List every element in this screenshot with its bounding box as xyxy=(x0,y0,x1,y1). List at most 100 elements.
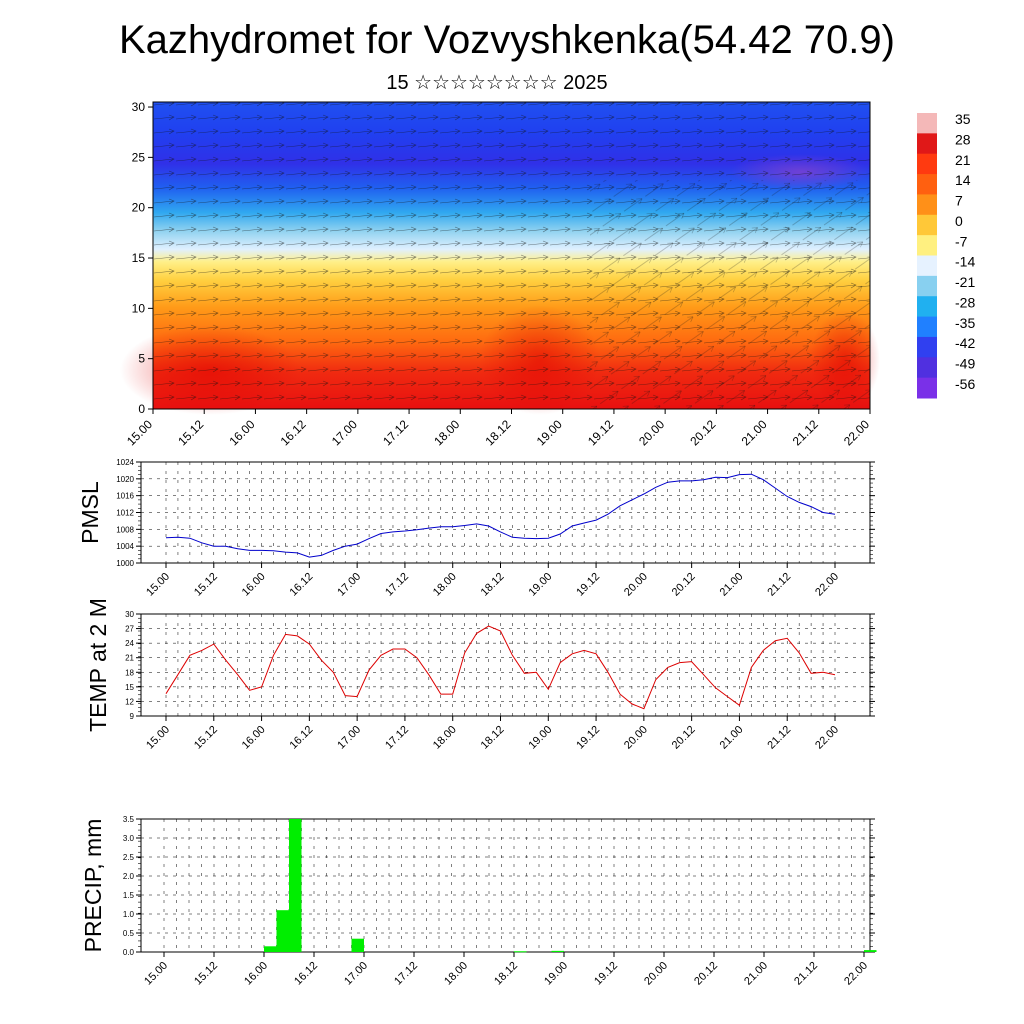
pmsl-chart-ytick-label: 1016 xyxy=(116,492,134,501)
precip-chart-xtick-label: 17.00 xyxy=(342,960,370,988)
field-xtick-label: 15.00 xyxy=(124,417,155,448)
page-title: Kazhydromet for Vozvyshkenka(54.42 70.9) xyxy=(119,18,895,62)
precip-chart-xtick-label: 18.12 xyxy=(492,960,520,988)
precip-chart-ytick-label: 1.5 xyxy=(123,891,135,900)
temp-chart-ytick-label: 21 xyxy=(125,654,134,663)
precip-chart-ytick-label: 0.0 xyxy=(123,948,135,957)
colorbar-label: -42 xyxy=(955,335,975,351)
colorbar-swatch xyxy=(917,194,937,216)
pmsl-chart-ylabel: PMSL xyxy=(77,481,103,544)
precip-chart-ytick-label: 3.5 xyxy=(123,815,135,824)
precip-chart-ytick-label: 2.5 xyxy=(123,853,135,862)
colorbar-swatch xyxy=(917,296,937,318)
pmsl-chart-xtick-label: 15.12 xyxy=(192,571,220,599)
precip-chart-bar xyxy=(289,819,302,952)
precip-chart-xtick-label: 15.00 xyxy=(142,960,170,988)
temp-chart-xtick-label: 18.12 xyxy=(479,724,507,752)
colorbar-swatch xyxy=(917,235,937,256)
precip-chart-xtick-label: 16.00 xyxy=(242,960,270,988)
colorbar: 35 28 21 14 7 0 -7 -14 -21 -28 -35 -42 -49 -56 xyxy=(917,111,975,399)
colorbar-label: 28 xyxy=(955,131,971,147)
temp-chart-xtick-label: 21.00 xyxy=(718,724,746,752)
pmsl-chart-ytick-label: 1024 xyxy=(116,458,134,467)
field-xtick-label: 19.00 xyxy=(534,417,565,448)
temp-chart-ytick-label: 24 xyxy=(125,639,134,648)
field-xtick-label: 15.12 xyxy=(175,417,206,448)
temp-chart-xtick-label: 15.12 xyxy=(192,724,220,752)
pmsl-chart-ytick-label: 1000 xyxy=(116,559,134,568)
pmsl-chart-xtick-label: 17.12 xyxy=(383,571,411,599)
pmsl-chart-xtick-label: 22.00 xyxy=(813,571,841,599)
precip-chart-xtick-label: 21.00 xyxy=(742,960,770,988)
temp-chart-series-line xyxy=(165,625,836,710)
precip-chart-ytick-label: 3.0 xyxy=(123,834,135,843)
colorbar-label: -35 xyxy=(955,315,975,331)
precip-chart-xtick-label: 21.12 xyxy=(792,960,820,988)
colorbar-swatch xyxy=(917,255,937,277)
colorbar-swatch xyxy=(917,214,937,236)
pmsl-chart-xtick-label: 19.12 xyxy=(574,571,602,599)
precip-chart-xtick-label: 17.12 xyxy=(392,960,420,988)
field-xtick-label: 16.12 xyxy=(278,417,309,448)
precip-chart: 0.0 0.5 1.0 1.5 2.0 2.5 3.0 3.5 15.00 15.12 16.00 1… xyxy=(80,815,877,988)
temp-chart-ytick-label: 9 xyxy=(130,712,135,721)
precip-chart-ytick-label: 0.5 xyxy=(123,929,135,938)
pmsl-chart-xtick-label: 16.12 xyxy=(288,571,316,599)
colorbar-label: 0 xyxy=(955,213,963,229)
field-xtick-label: 21.12 xyxy=(790,417,821,448)
precip-chart-frame xyxy=(140,818,871,953)
precip-chart-xtick-label: 15.12 xyxy=(192,960,220,988)
wind-vectors-2 xyxy=(590,180,870,409)
pmsl-chart-ytick-label: 1004 xyxy=(116,542,134,551)
field-ytick-label: 0 xyxy=(138,402,145,416)
precip-chart-ylabel: PRECIP, mm xyxy=(80,819,106,953)
pmsl-chart-xtick-label: 18.12 xyxy=(479,571,507,599)
temp-chart-ytick-label: 30 xyxy=(125,610,134,619)
field-xtick-label: 20.00 xyxy=(636,417,667,448)
temp-chart-frame xyxy=(140,613,871,717)
colorbar-swatch xyxy=(917,377,937,399)
precip-chart-xtick-label: 20.00 xyxy=(642,960,670,988)
pmsl-chart-xtick-label: 17.00 xyxy=(335,571,363,599)
precip-chart-bar xyxy=(351,938,364,952)
pmsl-chart-xtick-label: 15.00 xyxy=(144,571,172,599)
field-ytick-label: 20 xyxy=(132,201,146,215)
temp-chart-xtick-label: 21.12 xyxy=(765,724,793,752)
field-ytick-label: 25 xyxy=(132,150,146,164)
field-ytick-label: 15 xyxy=(132,251,146,265)
colorbar-label: -28 xyxy=(955,294,975,310)
colorbar-label: 7 xyxy=(955,193,963,209)
pmsl-chart-xtick-label: 20.00 xyxy=(622,571,650,599)
precip-chart-bar xyxy=(264,946,277,952)
pmsl-chart-xtick-label: 19.00 xyxy=(526,571,554,599)
pmsl-chart-xtick-label: 21.12 xyxy=(765,571,793,599)
colorbar-label: -14 xyxy=(955,254,975,270)
pmsl-chart-xtick-label: 20.12 xyxy=(670,571,698,599)
field-xtick-label: 22.00 xyxy=(841,417,872,448)
temp-chart-xtick-label: 17.00 xyxy=(335,724,363,752)
pmsl-chart: 1000 1004 1008 1012 1016 1020 1024 15.00 15.12 16… xyxy=(77,458,875,599)
field-xtick-label: 17.00 xyxy=(329,417,360,448)
temp-chart-ytick-label: 18 xyxy=(125,668,134,677)
field-xtick-label: 18.00 xyxy=(431,417,462,448)
field-xtick-label: 19.12 xyxy=(585,417,616,448)
pmsl-chart-xtick-label: 21.00 xyxy=(718,571,746,599)
precip-chart-xtick-label: 19.12 xyxy=(592,960,620,988)
pmsl-chart-ytick-label: 1020 xyxy=(116,475,134,484)
precip-chart-xtick-label: 18.00 xyxy=(442,960,470,988)
temp-chart-xtick-label: 19.12 xyxy=(574,724,602,752)
temp-chart-xtick-label: 22.00 xyxy=(813,724,841,752)
precip-chart-bar xyxy=(551,950,564,952)
colorbar-label: -49 xyxy=(955,356,975,372)
pmsl-chart-ytick-label: 1008 xyxy=(116,525,134,534)
colorbar-swatch xyxy=(917,357,937,379)
colorbar-swatch xyxy=(917,336,937,358)
pmsl-chart-frame xyxy=(140,461,871,564)
page-subtitle: 15 ☆☆☆☆☆☆☆☆ 2025 xyxy=(386,72,608,94)
precip-chart-ytick-label: 1.0 xyxy=(123,910,135,919)
field-ytick-label: 30 xyxy=(132,100,146,114)
temp-chart-xtick-label: 16.12 xyxy=(288,724,316,752)
colorbar-swatch xyxy=(917,153,937,175)
pmsl-chart-xtick-label: 18.00 xyxy=(431,571,459,599)
